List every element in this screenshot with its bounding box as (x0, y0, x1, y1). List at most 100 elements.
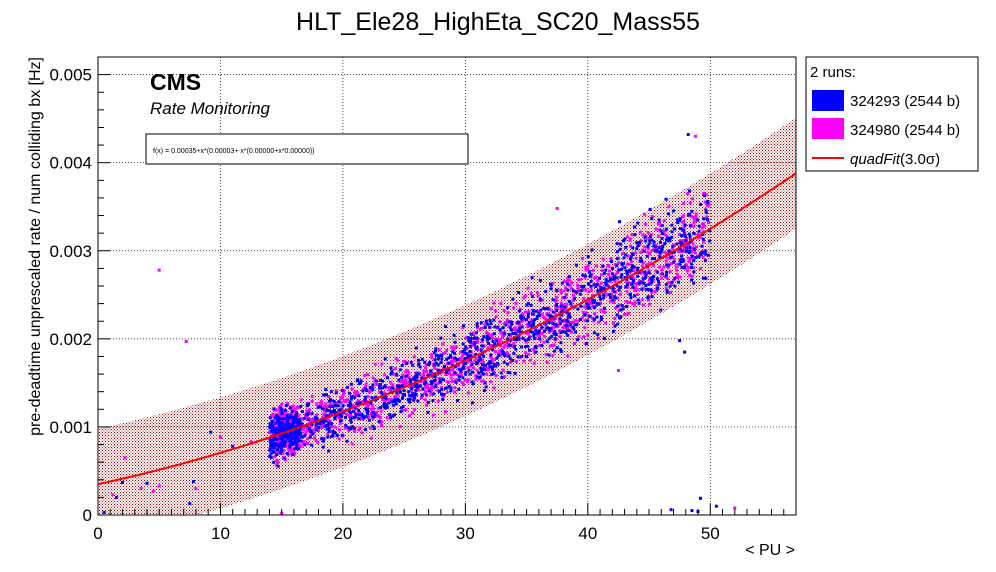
data-point-324293 (441, 398, 445, 401)
data-point-324293 (295, 433, 299, 436)
data-point-324980 (273, 414, 277, 418)
data-point-324980 (330, 412, 334, 416)
data-point-324293 (575, 263, 578, 267)
data-point-324293 (629, 268, 633, 272)
data-point-324980 (282, 448, 286, 452)
data-point-324293 (329, 398, 332, 402)
data-point-324980 (490, 333, 494, 337)
data-point-324980 (523, 294, 527, 298)
data-point-324293 (478, 375, 482, 379)
data-point-324293 (623, 237, 627, 241)
data-point-324293 (657, 218, 661, 222)
data-point-324980 (480, 372, 484, 376)
data-point-324980 (391, 383, 395, 387)
data-point-324293 (466, 336, 470, 340)
data-point-324980 (690, 215, 694, 219)
data-point-324293 (699, 252, 703, 256)
data-point-324293 (506, 306, 510, 309)
data-point-324293 (648, 234, 652, 238)
data-point-324293 (516, 321, 520, 325)
data-point-324980 (636, 288, 640, 292)
data-point-324293 (408, 400, 411, 404)
data-point-324980 (540, 331, 544, 335)
data-point-324293 (656, 270, 659, 274)
data-point-324980 (576, 283, 579, 287)
data-point-324980 (684, 248, 688, 252)
data-point-outlier (121, 480, 124, 484)
data-point-324980 (581, 256, 584, 260)
data-point-324980 (270, 414, 273, 418)
data-point-324980 (548, 344, 552, 348)
data-point-324980 (416, 387, 420, 391)
fit-line (98, 172, 796, 486)
data-point-324980 (691, 197, 695, 201)
data-point-324980 (632, 276, 636, 280)
data-point-324293 (492, 362, 496, 366)
data-point-324293 (586, 255, 590, 258)
data-point-324293 (615, 257, 619, 261)
data-point-324980 (623, 313, 627, 316)
data-point-324293 (271, 430, 275, 434)
data-point-324980 (464, 336, 468, 340)
data-point-324293 (614, 296, 618, 300)
data-point-324293 (696, 218, 700, 222)
data-point-324980 (457, 363, 460, 367)
data-point-324293 (272, 460, 276, 464)
legend-fit-name: quadFit (850, 151, 901, 168)
data-point-324980 (454, 345, 458, 349)
data-point-324980 (366, 414, 370, 418)
data-point-324293 (276, 464, 280, 468)
data-point-324980 (566, 327, 569, 330)
data-point-324293 (293, 434, 297, 438)
data-point-324293 (440, 388, 444, 392)
data-point-324980 (366, 405, 370, 409)
data-point-324980 (663, 219, 667, 223)
data-point-324980 (526, 322, 530, 326)
data-point-324293 (608, 295, 612, 299)
data-point-324293 (275, 438, 279, 441)
data-point-324980 (520, 319, 524, 323)
data-point-324293 (475, 322, 479, 326)
data-point-324293 (653, 257, 657, 261)
data-point-324980 (480, 339, 484, 343)
data-point-324293 (392, 403, 396, 407)
data-point-324980 (522, 359, 526, 363)
data-point-324980 (476, 341, 479, 344)
data-point-324980 (597, 283, 601, 287)
data-point-324293 (449, 353, 452, 357)
data-point-324980 (423, 398, 427, 402)
data-point-324980 (395, 387, 399, 390)
data-point-324980 (390, 398, 393, 402)
data-point-324293 (628, 257, 632, 261)
data-point-324293 (611, 286, 615, 290)
data-point-324980 (550, 329, 554, 333)
data-point-324980 (687, 248, 691, 251)
data-point-324293 (409, 386, 413, 390)
data-point-324980 (599, 308, 603, 312)
data-point-324293 (533, 318, 537, 322)
data-point-324980 (688, 273, 692, 277)
data-point-324980 (410, 389, 413, 393)
data-point-324293 (324, 414, 328, 418)
data-point-324293 (364, 415, 368, 419)
data-point-324293 (282, 444, 286, 448)
data-point-324980 (282, 414, 285, 418)
data-point-324980 (349, 413, 353, 417)
data-point-324293 (462, 324, 466, 328)
data-point-324293 (661, 245, 665, 249)
data-point-324293 (551, 310, 555, 314)
data-point-324980 (463, 379, 467, 382)
data-point-324980 (393, 395, 397, 399)
data-point-324980 (606, 263, 610, 267)
data-point-324293 (528, 348, 532, 352)
data-point-324293 (510, 320, 514, 324)
data-point-324980 (360, 417, 364, 421)
data-point-324293 (337, 404, 341, 408)
data-point-324980 (425, 403, 428, 407)
data-point-324293 (508, 326, 512, 330)
data-point-324293 (324, 388, 328, 391)
data-point-324980 (450, 345, 454, 349)
data-point-324293 (362, 416, 366, 420)
data-point-324980 (545, 360, 549, 364)
data-point-324980 (681, 220, 685, 224)
